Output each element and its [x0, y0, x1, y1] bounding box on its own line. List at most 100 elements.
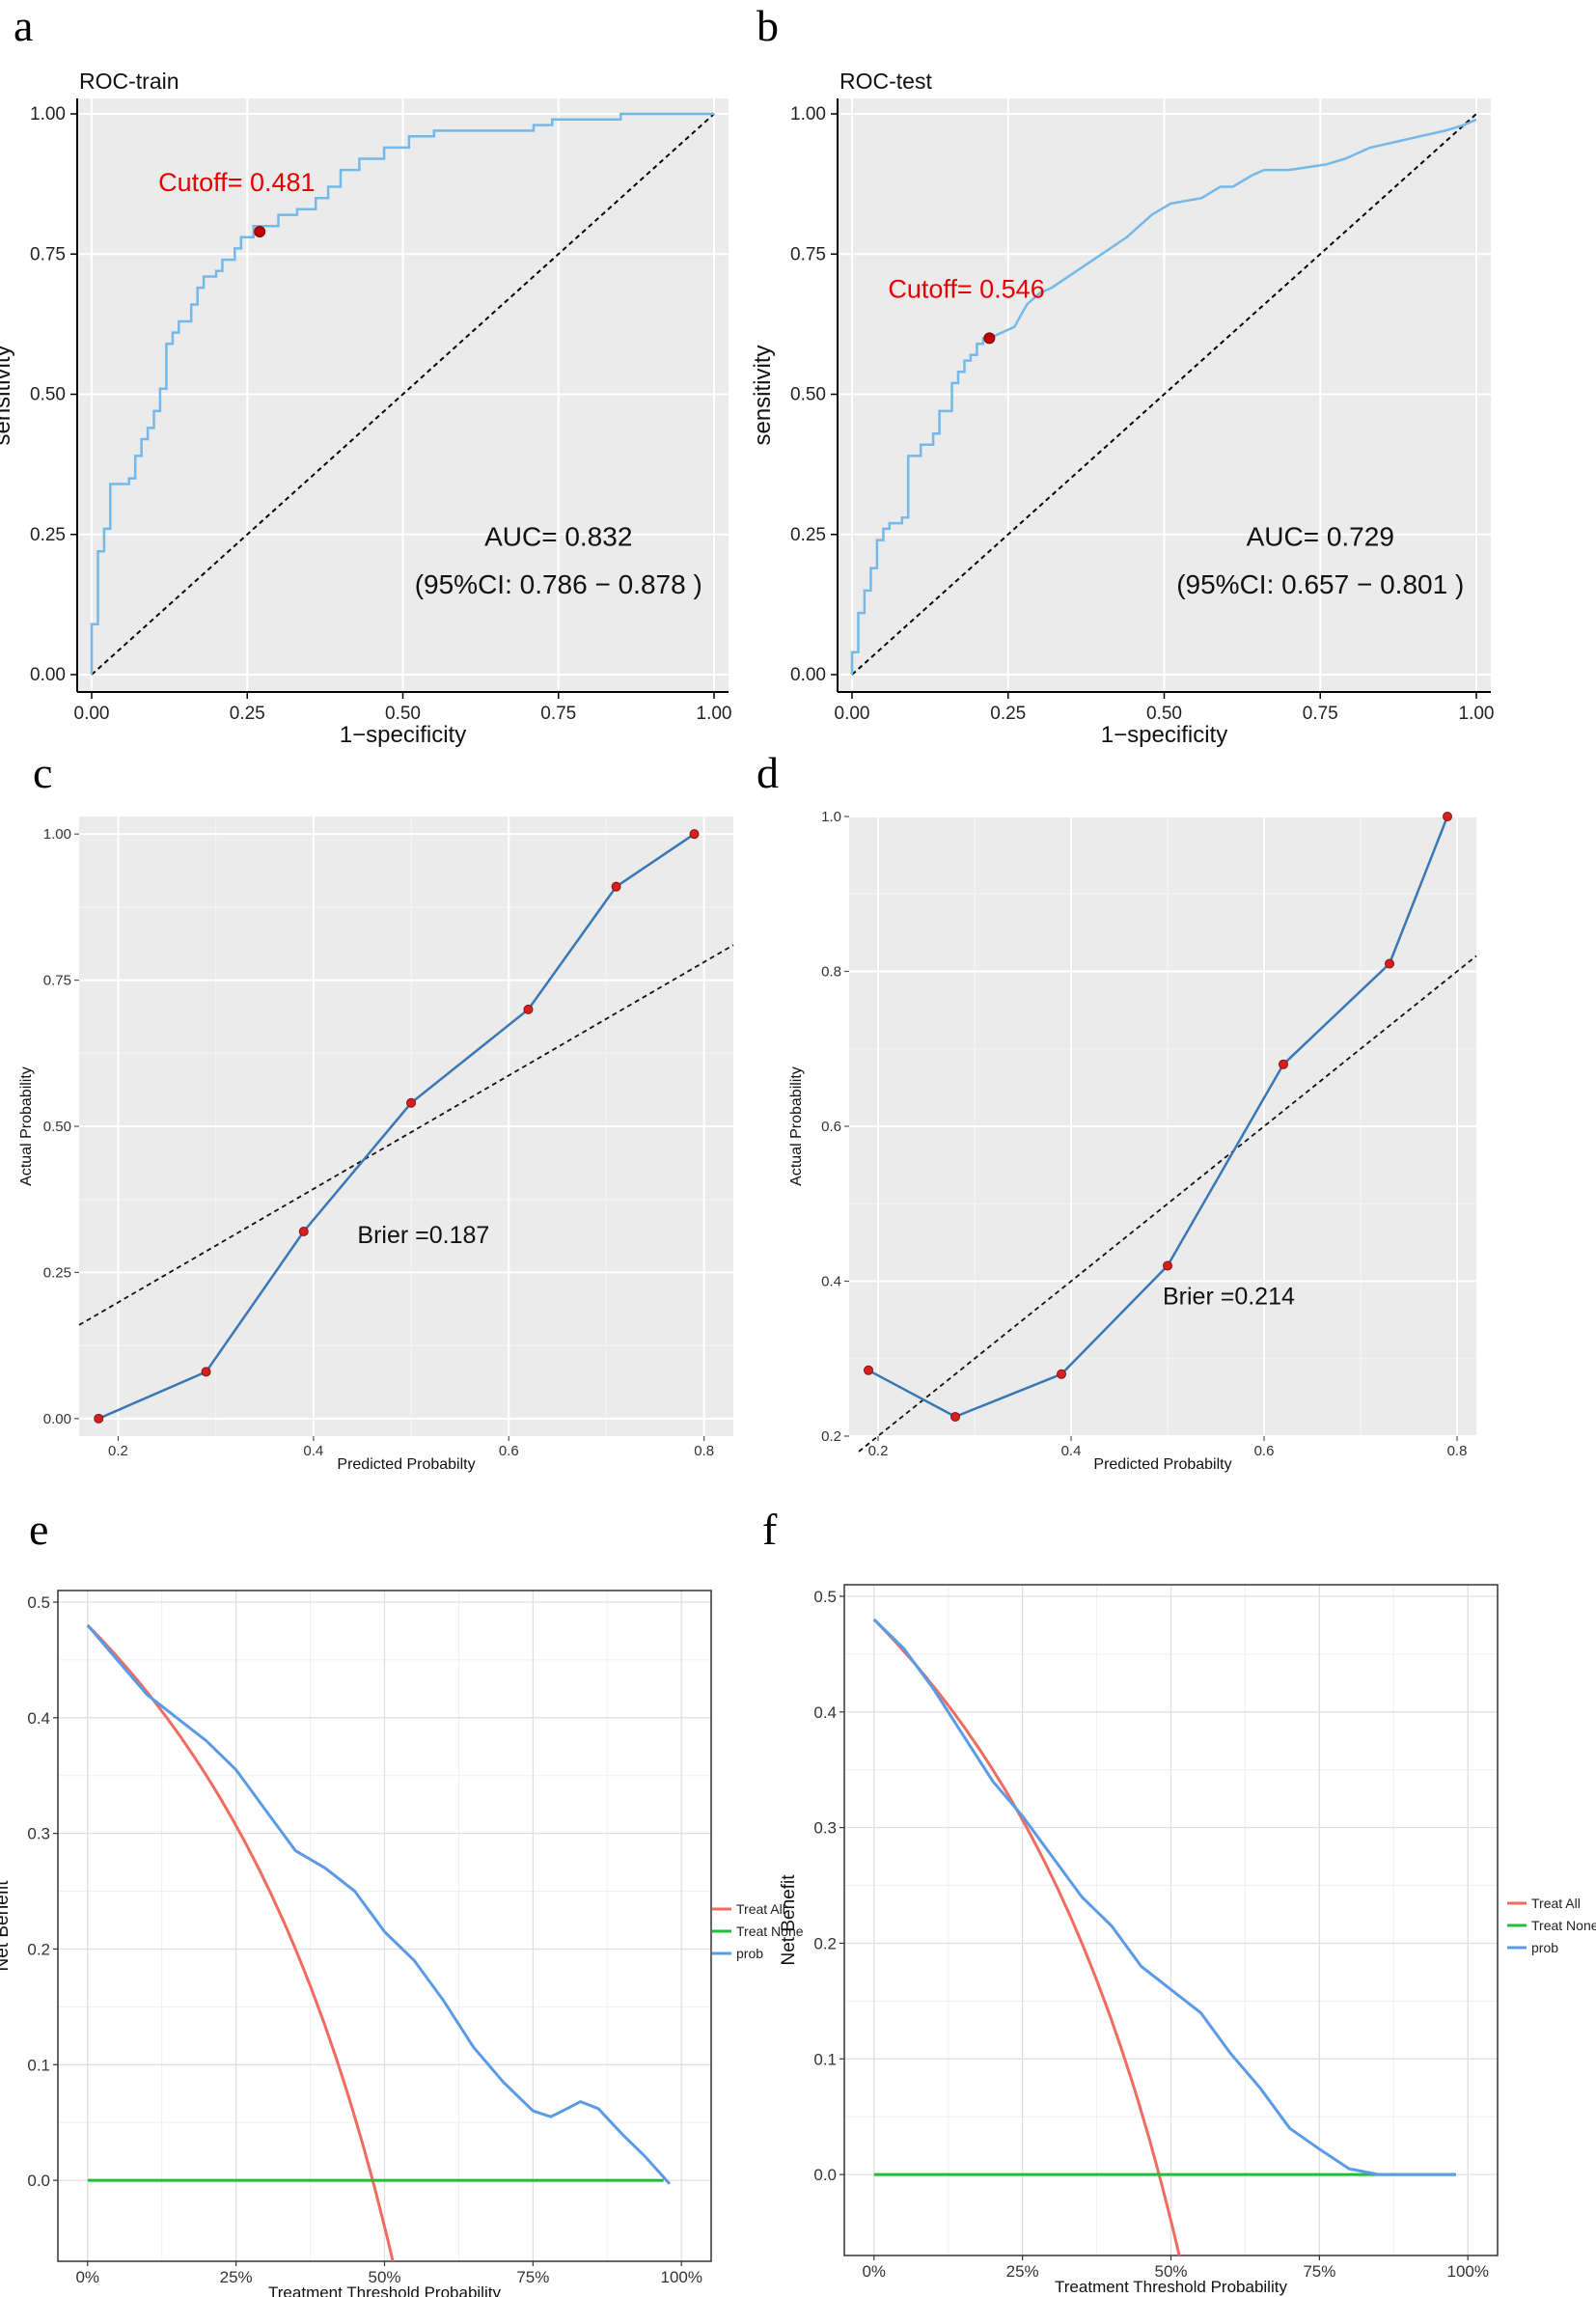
x-tick-label: 0.25 [990, 704, 1026, 724]
y-tick-label: 0.00 [43, 1411, 71, 1427]
x-axis-title: Treatment Threshold Probability [268, 2283, 501, 2297]
legend-label: Treat All [1531, 1896, 1581, 1911]
ideal-diagonal-line [858, 955, 1477, 1453]
y-tick-label: 0.8 [821, 964, 841, 981]
ideal-diagonal-line [78, 944, 734, 1326]
brier-label: Brier =0.187 [357, 1222, 489, 1249]
y-axis-title: Net Benefit [779, 1874, 799, 1966]
calibration-point [1163, 1260, 1172, 1271]
cutoff-point [983, 332, 996, 345]
x-tick-label: 0.8 [694, 1443, 714, 1459]
y-axis-title: Actual Probability [18, 1066, 35, 1186]
ci-label: (95%CI: 0.657 − 0.801 ) [1176, 569, 1464, 599]
y-tick-label: 1.0 [821, 809, 841, 825]
y-tick-label: 0.0 [27, 2172, 50, 2190]
x-tick-label: 100% [660, 2268, 702, 2286]
y-tick-label: 0.00 [790, 665, 826, 685]
x-tick-label: 0.00 [74, 704, 110, 724]
prob-curve [872, 1618, 1456, 2176]
x-tick-label: 75% [1303, 2262, 1335, 2281]
y-tick-label: 0.4 [27, 1709, 50, 1728]
x-tick-label: 0.00 [835, 704, 870, 724]
chart-title: ROC-test [839, 69, 932, 94]
reference-diagonal-line [851, 113, 1477, 676]
y-tick-label: 0.2 [821, 1428, 841, 1445]
brier-label: Brier =0.214 [1163, 1284, 1295, 1311]
y-tick-label: 0.1 [27, 2056, 50, 2074]
cutoff-label: Cutoff= 0.481 [158, 168, 315, 197]
y-tick-label: 0.25 [790, 525, 826, 545]
y-tick-label: 0.3 [813, 1819, 837, 1838]
x-tick-label: 1.00 [1459, 704, 1495, 724]
y-tick-label: 0.6 [821, 1119, 841, 1135]
calibration-point [1279, 1059, 1288, 1069]
roc-chart-b: 0.00 0.25 0.50 0.75 1.00 0.00 0.25 0.50 0.75 1.00… [750, 69, 1494, 748]
calibration-point [611, 881, 621, 892]
x-tick-label: 0.4 [1061, 1443, 1082, 1459]
x-tick-label: 0.75 [1303, 704, 1338, 724]
x-axis-title: Predicted Probabilty [1093, 1456, 1231, 1473]
x-tick-label: 50% [368, 2268, 400, 2286]
auc-label: AUC= 0.832 [484, 521, 632, 551]
calibration-point [864, 1365, 873, 1375]
legend-label: prob [736, 1946, 763, 1961]
x-tick-label: 0% [75, 2268, 99, 2286]
y-tick-label: 0.4 [813, 1703, 837, 1722]
legend-label: Treat None [1531, 1918, 1596, 1933]
x-tick-label: 0.4 [303, 1443, 323, 1459]
x-tick-label: 0.50 [385, 704, 421, 724]
calibration-chart-c: 0.2 0.4 0.6 0.8 0.00 0.25 0.50 0.75 1.00 Predicte… [18, 816, 734, 1473]
roc-curve-line [850, 118, 1477, 675]
prob-curve [86, 1623, 672, 2185]
decision-curve-e: 0% 25% 50% 75% 100% 0.0 0.1 0.2 0.3 0.4 0.5 Treatme… [0, 1590, 804, 2297]
y-tick-label: 1.00 [43, 826, 71, 843]
y-tick-label: 0.5 [813, 1588, 837, 1606]
treat-all-curve [86, 1623, 395, 2261]
x-axis-title: 1−specificity [340, 722, 466, 748]
y-tick-label: 0.50 [30, 385, 66, 405]
x-tick-label: 0.2 [108, 1443, 128, 1459]
y-tick-label: 1.00 [790, 104, 826, 125]
x-axis-title: Predicted Probabilty [337, 1456, 475, 1473]
reference-diagonal-line [91, 113, 715, 676]
x-tick-label: 100% [1446, 2262, 1488, 2281]
y-tick-label: 0.75 [790, 244, 826, 264]
x-tick-label: 25% [220, 2268, 253, 2286]
y-tick-label: 0.3 [27, 1825, 50, 1843]
y-axis-title: sensitivity [750, 345, 776, 445]
calibration-point [201, 1367, 211, 1377]
legend-label: Treat None [736, 1923, 804, 1939]
x-tick-label: 0% [862, 2262, 886, 2281]
calibration-point [406, 1097, 417, 1108]
x-tick-label: 0.2 [868, 1443, 889, 1459]
y-tick-label: 0.50 [790, 385, 826, 405]
calibration-point [1385, 958, 1394, 969]
x-tick-label: 0.75 [540, 704, 576, 724]
calibration-point [94, 1413, 104, 1424]
x-axis-title: 1−specificity [1101, 722, 1227, 748]
x-tick-label: 0.6 [499, 1443, 519, 1459]
y-tick-label: 0.1 [813, 2050, 837, 2068]
y-tick-label: 0.25 [43, 1264, 71, 1281]
calibration-point [298, 1227, 309, 1237]
x-tick-label: 0.25 [230, 704, 265, 724]
x-tick-label: 25% [1006, 2262, 1039, 2281]
y-tick-label: 0.2 [813, 1934, 837, 1952]
y-tick-label: 0.2 [27, 1940, 50, 1958]
legend-label: prob [1531, 1940, 1558, 1955]
panel-letter-d: d [757, 748, 779, 797]
calibration-point [523, 1004, 534, 1014]
calibration-point [950, 1411, 960, 1422]
auc-label: AUC= 0.729 [1247, 521, 1394, 551]
x-axis-title: Treatment Threshold Probability [1055, 2278, 1287, 2296]
x-tick-label: 1.00 [697, 704, 732, 724]
decision-curve-f: 0% 25% 50% 75% 100% 0.0 0.1 0.2 0.3 0.4 0.5 Treatme… [779, 1584, 1596, 2296]
y-tick-label: 0.0 [813, 2166, 837, 2184]
y-tick-label: 0.75 [43, 973, 71, 989]
y-tick-label: 1.00 [30, 104, 66, 125]
y-tick-label: 0.5 [27, 1593, 50, 1612]
y-axis-title: sensitivity [0, 345, 15, 445]
y-tick-label: 0.50 [43, 1119, 71, 1135]
y-tick-label: 0.75 [30, 244, 66, 264]
